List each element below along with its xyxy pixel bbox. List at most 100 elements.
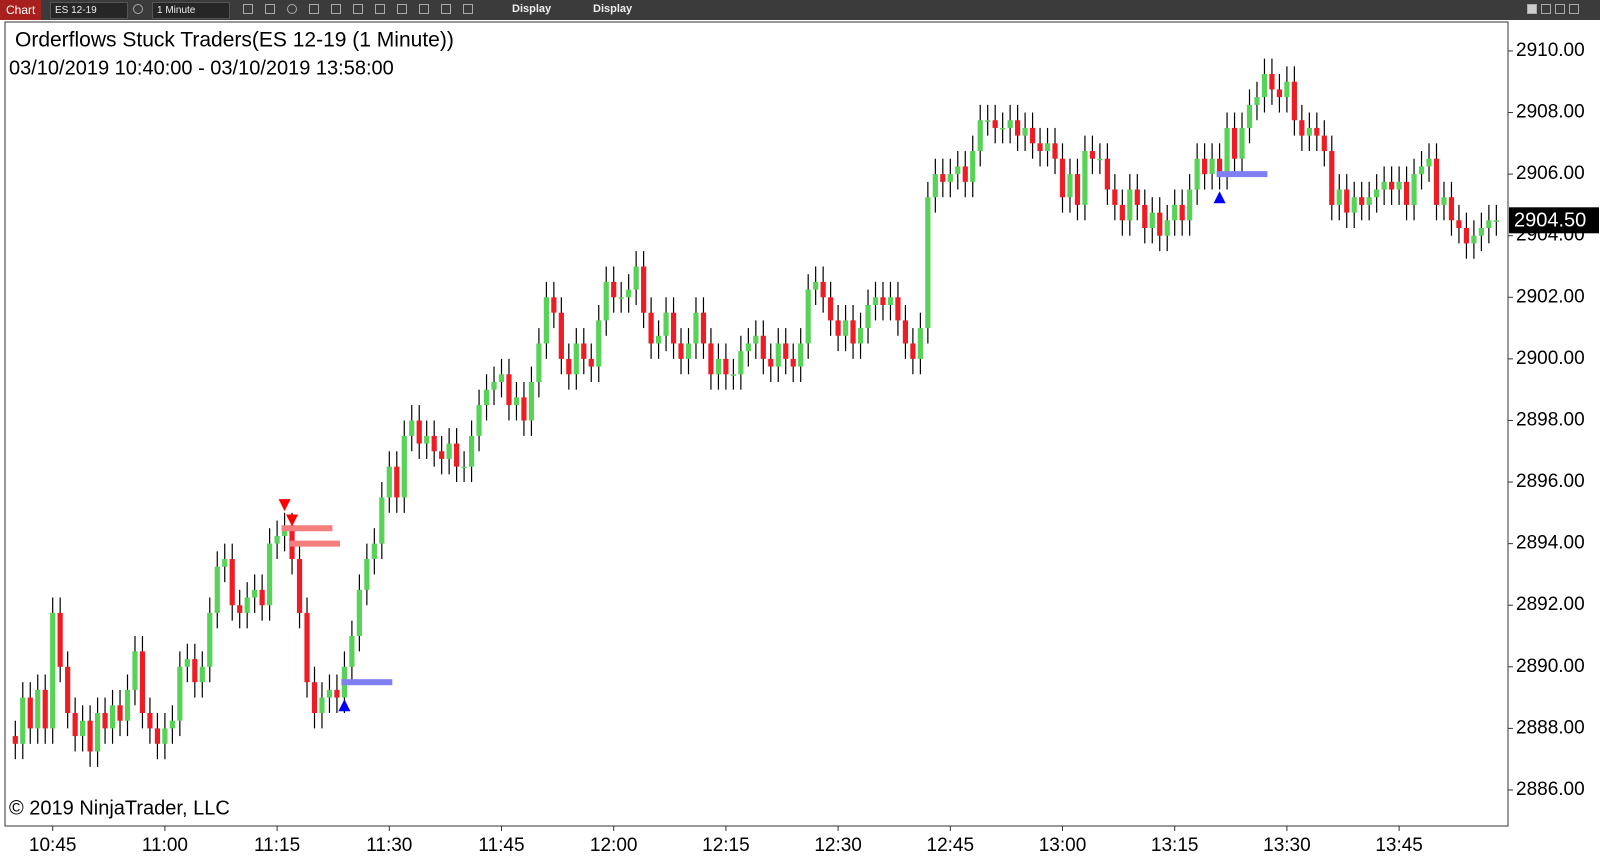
candle-body	[820, 281, 826, 298]
trader-icon[interactable]	[419, 4, 429, 14]
candle-body	[1433, 158, 1440, 205]
candle-body	[917, 328, 923, 359]
candle-body	[1351, 197, 1357, 213]
list-icon[interactable]	[463, 4, 473, 14]
x-tick-label: 12:30	[814, 835, 862, 856]
y-tick-label: 2892.00	[1516, 594, 1585, 615]
candle-body	[985, 120, 991, 122]
draw-icon[interactable]	[265, 4, 275, 14]
candle-body	[880, 297, 886, 305]
x-tick-label: 11:15	[254, 835, 300, 856]
chart-title: Orderflows Stuck Traders(ES 12-19 (1 Min…	[15, 29, 454, 52]
candle-body	[229, 559, 235, 606]
y-tick-label: 2888.00	[1516, 717, 1585, 738]
candle-body	[596, 320, 602, 367]
candle-body	[566, 358, 572, 375]
candle-body	[326, 689, 333, 698]
candle-body	[431, 435, 437, 452]
candle-body	[1187, 189, 1193, 221]
candle-body	[162, 728, 168, 744]
candle-body	[1321, 135, 1327, 152]
candle-body	[700, 312, 707, 344]
candle-body	[1074, 174, 1081, 205]
candle-body	[783, 343, 789, 359]
candle-body	[483, 389, 490, 406]
y-tick-label: 2898.00	[1516, 409, 1585, 430]
candle-body	[1209, 158, 1215, 175]
candle-body	[543, 297, 549, 344]
candle-body	[857, 328, 864, 344]
chart-tab[interactable]: Chart	[0, 0, 42, 20]
strategy-icon[interactable]	[397, 4, 407, 14]
candle-body	[364, 559, 370, 590]
bar-type-icon[interactable]	[243, 4, 253, 14]
candle-body	[1418, 166, 1425, 175]
candle-body	[169, 720, 175, 729]
candle-body	[1381, 181, 1387, 190]
candle-body	[304, 612, 310, 683]
candle-body	[1119, 204, 1125, 221]
candle-body	[1291, 81, 1297, 121]
candle-body	[1441, 197, 1447, 205]
candle-body	[536, 343, 542, 382]
candle-body	[252, 589, 258, 598]
indicator-icon[interactable]	[375, 4, 385, 14]
close-icon[interactable]	[1569, 4, 1579, 14]
candle-body	[1448, 197, 1455, 221]
x-tick-label: 13:45	[1375, 835, 1423, 856]
display-button[interactable]: Display	[593, 3, 633, 15]
template-icon[interactable]	[353, 4, 363, 14]
candle-body	[738, 351, 744, 375]
candle-body	[760, 335, 766, 359]
candle-body	[925, 197, 931, 329]
candle-body	[124, 689, 131, 721]
interval-select[interactable]: 1 Minute	[152, 2, 230, 19]
x-tick-label: 13:15	[1151, 835, 1199, 856]
candle-body	[1216, 158, 1223, 175]
candle-body	[244, 597, 250, 613]
x-tick-label: 12:45	[927, 835, 975, 856]
candle-body	[1015, 120, 1021, 136]
candle-body	[27, 697, 33, 729]
search-icon[interactable]	[133, 4, 143, 14]
maximize-icon[interactable]	[1555, 4, 1565, 14]
candle-body	[1059, 158, 1066, 198]
candle-body	[371, 543, 377, 560]
candle-body	[633, 266, 639, 290]
candle-body	[72, 712, 78, 737]
signal-arrow	[338, 699, 351, 712]
candle-body	[977, 120, 983, 152]
candle-body	[1239, 127, 1245, 159]
candle-body	[1314, 127, 1320, 136]
candle-body	[558, 312, 564, 359]
candle-body	[1284, 81, 1290, 98]
candle-body	[678, 343, 684, 359]
candle-body	[1142, 204, 1148, 229]
candle-body	[835, 320, 841, 336]
candle-body	[693, 312, 699, 344]
display-button[interactable]: Display	[512, 3, 552, 15]
pointer-icon[interactable]	[309, 4, 319, 14]
candle-body	[416, 420, 422, 444]
instrument-select[interactable]: ES 12-19	[50, 2, 128, 19]
candle-body	[842, 320, 849, 336]
restore-icon[interactable]	[1541, 4, 1551, 14]
candle-body	[1299, 120, 1305, 136]
toolbar: Chart ES 12-19 1 Minute Display Display	[0, 0, 1600, 20]
candle-body	[1224, 127, 1230, 175]
x-tick-label: 12:00	[590, 835, 638, 856]
candle-body	[1306, 127, 1312, 136]
zoom-icon[interactable]	[287, 4, 297, 14]
properties-icon[interactable]	[331, 4, 341, 14]
snapshot-icon[interactable]	[441, 4, 451, 14]
copyright: © 2019 NinjaTrader, LLC	[9, 797, 230, 819]
candle-body	[1097, 158, 1103, 161]
minimize-icon[interactable]	[1527, 4, 1537, 14]
candle-body	[1149, 212, 1155, 229]
candle-body	[1044, 143, 1051, 152]
candle-body	[311, 682, 318, 713]
candle-body	[730, 374, 736, 376]
candle-body	[65, 666, 71, 713]
candle-body	[1486, 220, 1492, 229]
candle-body	[1202, 158, 1208, 175]
